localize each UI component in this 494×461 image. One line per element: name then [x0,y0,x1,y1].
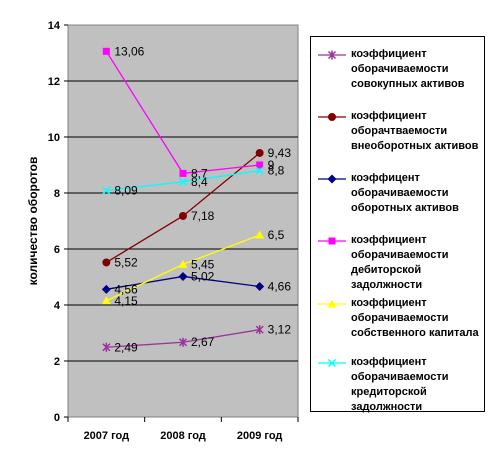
legend-label: коэффициент оборачиваемости кредиторской… [351,356,449,413]
x-tick-label: 2009 год [237,430,283,442]
legend-swatch [318,358,346,368]
legend-label: коэффициент оборачиваемости собственного… [351,297,479,339]
data-point [102,342,111,352]
legend-label: коэффицент оборачиваемости оборотных акт… [351,172,459,214]
data-point [178,259,188,268]
legend-swatch [318,174,346,184]
legend-swatch [318,237,346,245]
legend-marker [327,299,337,308]
data-label: 6,5 [268,228,285,242]
legend-marker [328,237,336,245]
y-tick-label: 2 [54,356,60,368]
data-label: 8,4 [191,175,208,189]
legend-marker [327,50,337,60]
y-tick-label: 4 [54,300,61,312]
data-point [255,325,264,335]
y-tick-label: 14 [48,20,61,32]
data-point [101,296,111,305]
data-point [178,337,188,347]
data-point [178,177,188,186]
data-label: 5,45 [191,257,215,271]
data-point [102,47,110,55]
y-tick-label: 6 [54,244,60,256]
data-label: 4,15 [114,294,138,308]
data-label: 4,56 [114,282,138,296]
y-axis-label: количество оборотов [26,157,40,286]
data-point [179,169,187,177]
data-point [255,282,265,292]
data-label: 8,09 [114,183,138,197]
legend-swatch [318,299,346,308]
data-point [255,148,264,157]
y-tick-label: 8 [54,188,60,200]
data-label: 9,43 [268,146,292,160]
data-point [102,186,111,195]
data-label: 13,06 [114,44,144,58]
data-point [256,161,264,169]
data-label: 2,67 [191,335,215,349]
data-label: 2,49 [114,340,138,354]
data-label: 5,52 [114,255,138,269]
legend-marker [327,358,337,368]
legend-label: коэффициент оборачиваемости дебиторской … [351,234,449,291]
plot-area [67,24,299,418]
legend-label: коэффициент оборачтваемости внеоборотных… [351,110,479,152]
data-point [178,271,188,281]
y-tick-label: 0 [54,412,60,424]
data-label: 3,12 [268,323,292,337]
x-tick-label: 2007 год [84,430,130,442]
legend-marker [327,174,337,184]
data-point [255,166,264,175]
data-point [101,284,111,294]
data-label: 4,66 [268,280,292,294]
x-tick-label: 2008 год [160,430,206,442]
data-label: 9 [268,158,275,172]
data-label: 7,18 [191,209,215,223]
y-tick-label: 12 [48,76,60,88]
data-label: 8,7 [191,166,208,180]
chart-legend: коэффициент оборачиваемости совокупных а… [310,36,485,413]
data-point [255,230,265,239]
data-label: 5,02 [191,269,215,283]
legend-swatch [318,113,346,121]
legend-swatch [318,50,346,60]
legend-marker [328,113,336,121]
data-point [179,211,187,220]
data-label: 8,8 [268,164,285,178]
legend-label: коэффициент оборачиваемости совокупных а… [351,48,465,90]
data-point [102,258,111,267]
y-tick-label: 10 [48,132,60,144]
